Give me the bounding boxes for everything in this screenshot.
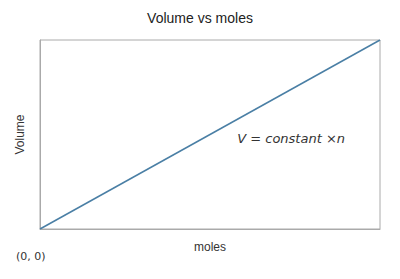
svg-text:moles: moles [194,240,226,254]
svg-text:Volume vs moles: Volume vs moles [147,10,253,26]
svg-text:Volume: Volume [13,114,27,154]
svg-text:(0, 0): (0, 0) [16,250,46,263]
svg-text:V = constant ×n: V = constant ×n [237,131,345,146]
